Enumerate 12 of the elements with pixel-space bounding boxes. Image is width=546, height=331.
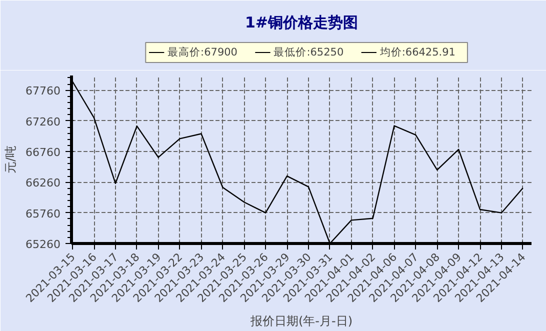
x-axis-title: 报价日期(年-月-日) — [249, 314, 353, 328]
y-tick-label: 65760 — [26, 207, 61, 220]
text: 最高价:67900 — [168, 46, 238, 58]
y-tick-label: 66260 — [26, 176, 61, 190]
y-tick-label: 67260 — [26, 115, 61, 128]
y-axis-title: 元/吨 — [4, 145, 18, 174]
y-tick-label: 65260 — [26, 238, 61, 251]
text: 均价:66425.91 — [378, 46, 456, 58]
text: 最低价:65250 — [274, 46, 344, 58]
y-tick-label: 66760 — [26, 146, 61, 160]
y-tick-label: 67760 — [26, 84, 61, 98]
chart-title: 1#铜价格走势图 — [244, 14, 358, 32]
